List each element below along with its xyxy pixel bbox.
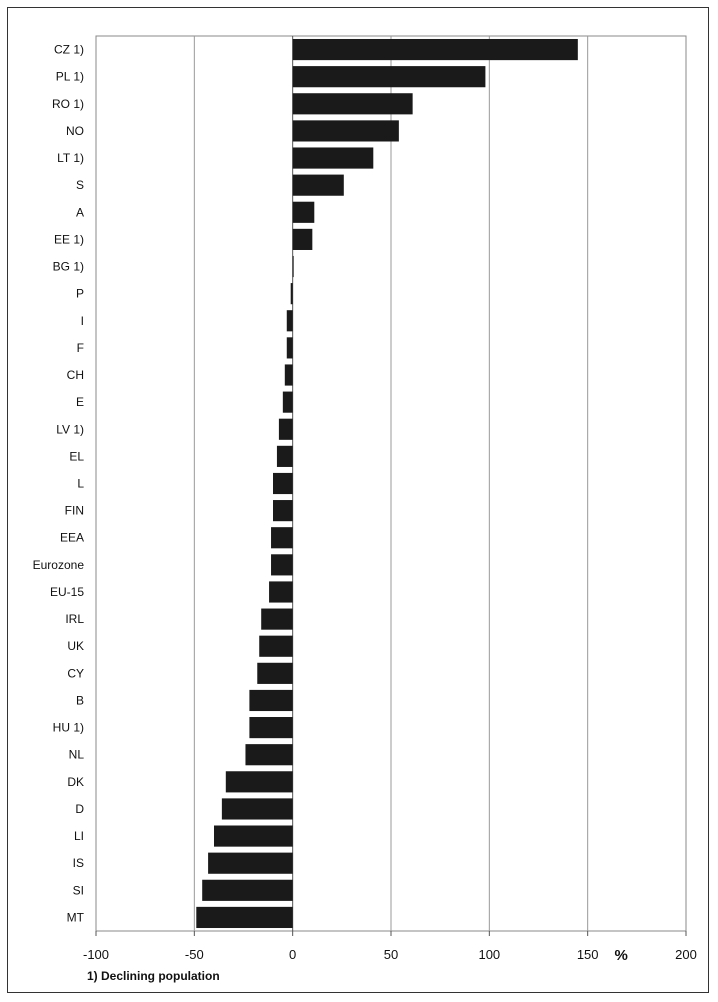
x-tick-label: 150 <box>577 947 599 962</box>
bar <box>249 689 293 712</box>
bar <box>273 472 293 495</box>
bar <box>284 364 293 386</box>
category-label: DK <box>67 775 84 789</box>
bar <box>225 771 293 793</box>
category-label: MT <box>67 910 85 924</box>
bar <box>202 879 293 901</box>
category-label: CH <box>67 368 84 382</box>
bar <box>269 581 293 603</box>
bar <box>292 228 313 250</box>
category-label: CZ 1) <box>54 43 84 57</box>
bar <box>276 445 293 467</box>
unit-label: % <box>614 947 627 964</box>
chart-frame <box>7 7 709 993</box>
bar <box>292 201 315 223</box>
category-label: L <box>77 477 84 491</box>
bar <box>292 174 344 196</box>
category-label: EU-15 <box>50 585 84 599</box>
x-tick-label: 200 <box>675 947 697 962</box>
category-label: B <box>76 693 84 707</box>
category-label: EL <box>69 449 84 463</box>
bar <box>271 554 293 576</box>
x-tick-label: -100 <box>83 947 109 962</box>
category-label: PL 1) <box>56 70 84 84</box>
x-tick-label: 100 <box>478 947 500 962</box>
category-label: D <box>75 802 84 816</box>
category-label: IRL <box>65 612 84 626</box>
bar <box>257 662 293 684</box>
category-label: LI <box>74 829 84 843</box>
bar <box>292 38 578 61</box>
bar <box>221 798 293 820</box>
x-tick-label: -50 <box>185 947 204 962</box>
category-label: CY <box>67 666 84 680</box>
category-label: IS <box>73 856 84 870</box>
category-label: EE 1) <box>54 232 84 246</box>
bar <box>245 744 293 766</box>
category-label: LT 1) <box>57 151 84 165</box>
bar <box>273 500 293 522</box>
category-label: EEA <box>60 531 84 545</box>
bar <box>271 527 293 549</box>
bar <box>208 852 293 874</box>
bar <box>259 635 293 657</box>
bar <box>196 906 293 929</box>
bar <box>292 255 294 278</box>
footnote: 1) Declining population <box>87 969 220 983</box>
x-tick-label: 0 <box>289 947 296 962</box>
category-label: LV 1) <box>56 422 84 436</box>
bar <box>249 717 293 739</box>
bar <box>282 391 293 413</box>
category-label: HU 1) <box>53 721 84 735</box>
category-label: RO 1) <box>52 97 84 111</box>
category-label: Eurozone <box>33 558 85 572</box>
x-tick-label: 50 <box>384 947 398 962</box>
category-label: NO <box>66 124 84 138</box>
category-label: E <box>76 395 84 409</box>
bar <box>286 310 293 332</box>
category-label: P <box>76 287 84 301</box>
category-label: F <box>77 341 84 355</box>
category-label: A <box>76 205 84 219</box>
bar <box>278 418 293 440</box>
bar <box>292 93 413 115</box>
category-label: I <box>81 314 84 328</box>
category-label: UK <box>67 639 84 653</box>
category-label: FIN <box>65 504 84 518</box>
bar <box>292 147 374 169</box>
category-label: BG 1) <box>53 260 84 274</box>
bar <box>292 120 399 142</box>
bar <box>214 825 293 847</box>
bar <box>290 283 293 305</box>
bar <box>292 66 486 88</box>
category-label: NL <box>69 748 85 762</box>
category-label: SI <box>73 883 84 897</box>
bar <box>286 337 293 359</box>
bar <box>261 608 293 630</box>
category-label: S <box>76 178 84 192</box>
